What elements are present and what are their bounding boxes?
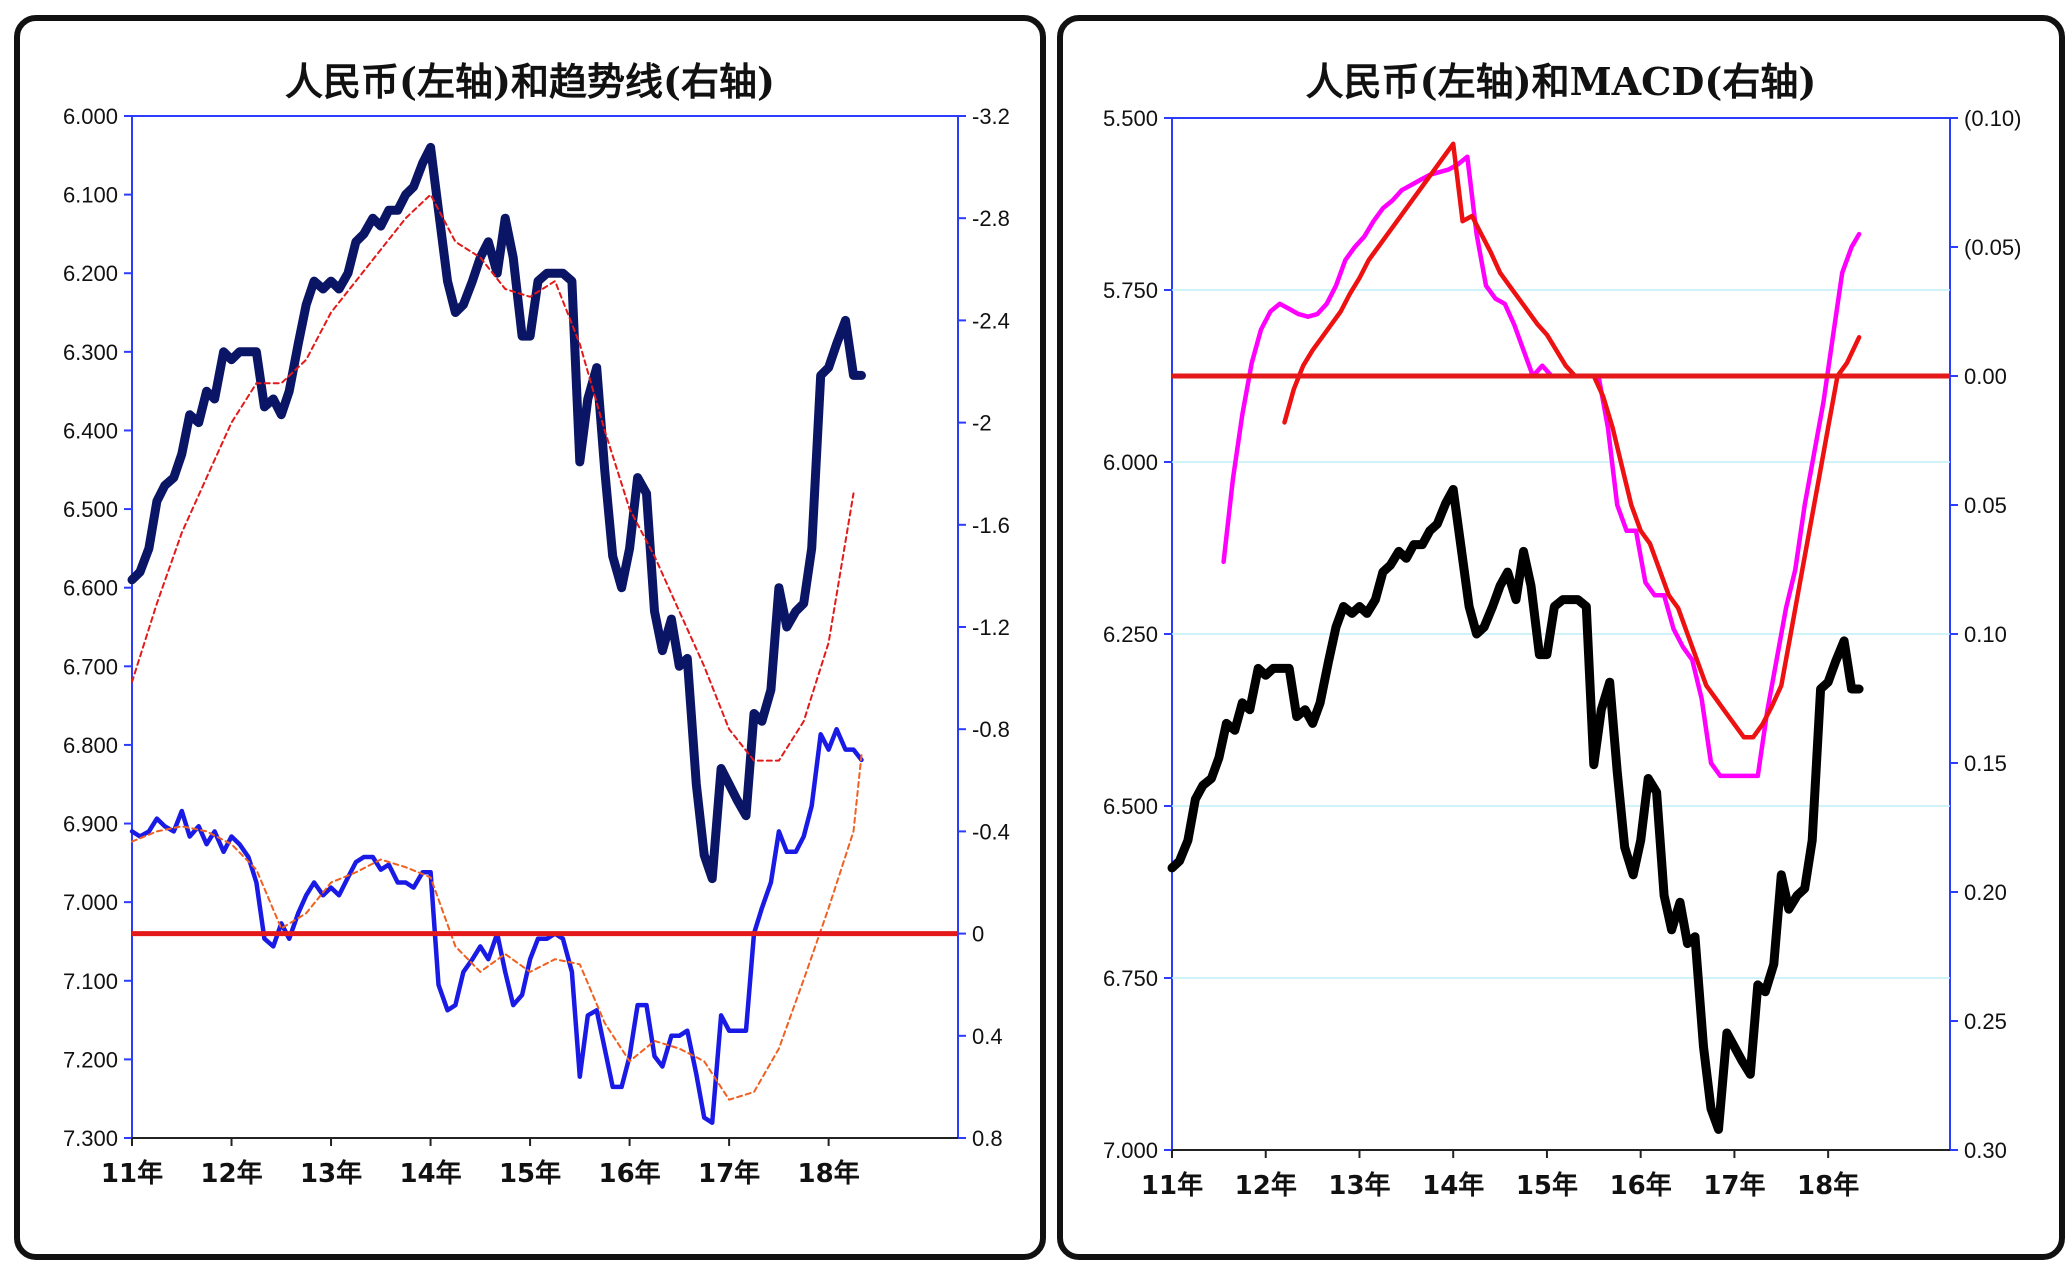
y-left-tick-label: 5.750: [1103, 278, 1158, 303]
y-left-tick-label: 7.100: [63, 969, 118, 994]
y-left-tick-label: 6.800: [63, 733, 118, 758]
y-right-tick-label: (0.05): [1964, 235, 2021, 260]
y-right-tick-label: 0.00: [1964, 364, 2007, 389]
y-left-tick-label: 7.000: [63, 890, 118, 915]
y-left-tick-label: 6.750: [1103, 966, 1158, 991]
y-left-tick-label: 7.000: [1103, 1138, 1158, 1163]
x-tick-label: 12年: [200, 1158, 262, 1189]
x-tick-label: 15年: [1516, 1170, 1578, 1201]
y-left-tick-label: 6.000: [63, 104, 118, 129]
y-right-tick-label: -3.2: [972, 104, 1010, 129]
series-line-1: [132, 195, 854, 761]
x-tick-label: 12年: [1235, 1170, 1297, 1201]
y-left-tick-label: 6.300: [63, 340, 118, 365]
y-left-tick-label: 7.300: [63, 1126, 118, 1151]
chart-1: 5.500 5.750 6.000 6.250 6.500 6.750 7.000 (0.10…: [1103, 106, 2022, 1201]
series-line-0: [132, 147, 862, 878]
y-left-tick-label: 6.200: [63, 261, 118, 286]
x-tick-label: 11年: [1141, 1170, 1203, 1201]
x-tick-label: 14年: [399, 1158, 461, 1189]
y-right-tick-label: -2: [972, 411, 992, 436]
chart-0: 6.000 6.100 6.200 6.300 6.400 6.500 6.600 6.700…: [63, 104, 1010, 1189]
x-tick-label: 16年: [598, 1158, 660, 1189]
x-tick-label: 16年: [1610, 1170, 1672, 1201]
y-right-tick-label: 0.10: [1964, 622, 2007, 647]
y-left-tick-label: 6.500: [1103, 794, 1158, 819]
y-right-tick-label: 0.4: [972, 1024, 1003, 1049]
x-tick-label: 13年: [1328, 1170, 1390, 1201]
y-left-tick-label: 6.900: [63, 812, 118, 837]
y-right-tick-label: 0.05: [1964, 493, 2007, 518]
y-right-tick-label: (0.10): [1964, 106, 2021, 131]
y-left-tick-label: 6.600: [63, 576, 118, 601]
y-left-tick-label: 6.500: [63, 497, 118, 522]
y-left-tick-label: 6.400: [63, 418, 118, 443]
y-left-tick-label: 5.500: [1103, 106, 1158, 131]
y-left-tick-label: 6.250: [1103, 622, 1158, 647]
y-right-tick-label: 0: [972, 922, 984, 947]
y-right-tick-label: 0.20: [1964, 880, 2007, 905]
series-line-3: [132, 755, 862, 1100]
y-right-tick-label: -1.6: [972, 513, 1010, 538]
y-right-tick-label: 0.30: [1964, 1138, 2007, 1163]
x-tick-label: 11年: [101, 1158, 163, 1189]
y-left-tick-label: 6.100: [63, 183, 118, 208]
y-right-tick-label: -1.2: [972, 615, 1010, 640]
y-left-tick-label: 7.200: [63, 1047, 118, 1072]
y-left-tick-label: 6.000: [1103, 450, 1158, 475]
series-line-1: [1224, 157, 1860, 776]
x-tick-label: 17年: [1703, 1170, 1765, 1201]
y-right-tick-label: 0.25: [1964, 1009, 2007, 1034]
x-tick-label: 18年: [798, 1158, 860, 1189]
y-right-tick-label: -2.8: [972, 206, 1010, 231]
y-left-tick-label: 6.700: [63, 654, 118, 679]
y-right-tick-label: 0.8: [972, 1126, 1003, 1151]
y-right-tick-label: -2.4: [972, 308, 1010, 333]
series-line-2: [1285, 144, 1860, 737]
y-right-tick-label: -0.8: [972, 717, 1010, 742]
x-tick-label: 18年: [1797, 1170, 1859, 1201]
y-right-tick-label: 0.15: [1964, 751, 2007, 776]
x-tick-label: 13年: [300, 1158, 362, 1189]
x-tick-label: 14年: [1422, 1170, 1484, 1201]
x-tick-label: 15年: [499, 1158, 561, 1189]
y-right-tick-label: -0.4: [972, 819, 1010, 844]
x-tick-label: 17年: [698, 1158, 760, 1189]
series-line-0: [1172, 490, 1859, 1130]
